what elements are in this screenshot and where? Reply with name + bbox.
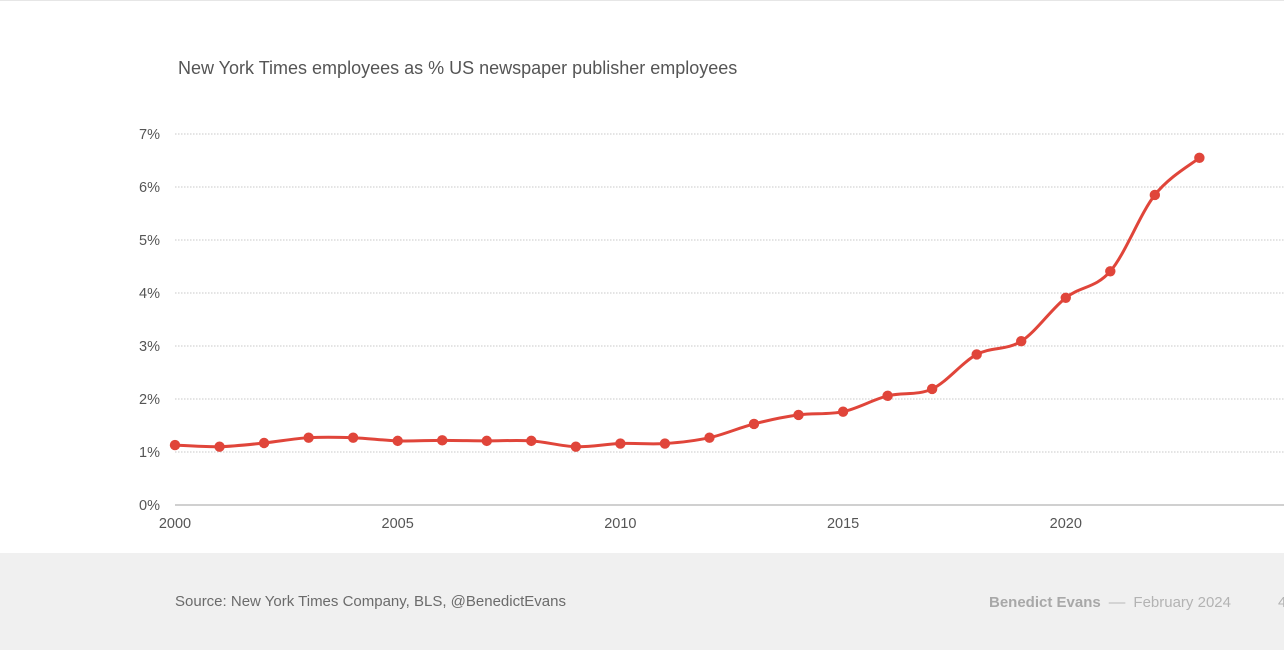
data-point-2022 [1149, 189, 1161, 201]
y-tick-label-7: 7% [139, 127, 160, 143]
x-tick-labels: 2000 2005 2010 2015 2020 [159, 516, 1082, 532]
data-point-2009 [570, 441, 582, 452]
data-point-2014 [793, 409, 804, 421]
y-tick-label-2: 2% [139, 392, 160, 408]
data-point-2013 [748, 418, 760, 430]
series-line-0 [173, 156, 1201, 449]
y-tick-labels: 0% 1% 2% 3% 4% 5% 6% 7% [139, 127, 160, 514]
x-tick-label-2000: 2000 [159, 516, 191, 532]
data-point-2020 [1060, 292, 1071, 303]
x-tick-label-2005: 2005 [382, 516, 414, 532]
data-point-2010 [615, 438, 626, 449]
data-point-2018 [971, 349, 982, 360]
series [169, 152, 1205, 452]
byline: Benedict Evans –– February 2024 [989, 594, 1231, 611]
y-tick-label-6: 6% [139, 180, 160, 196]
line-chart: 0% 1% 2% 3% 4% 5% 6% 7% 2000 2005 2010 2015 2020 [139, 127, 1284, 532]
data-point-2003 [303, 432, 314, 443]
page-number: 4 [1278, 594, 1284, 611]
data-point-2015 [837, 406, 849, 417]
data-point-2017 [926, 383, 938, 395]
data-point-2012 [704, 432, 715, 443]
source-note: Source: New York Times Company, BLS, @Be… [175, 593, 566, 610]
y-tick-label-4: 4% [139, 286, 160, 302]
footer: Source: New York Times Company, BLS, @Be… [0, 553, 1284, 650]
data-point-2000 [169, 439, 181, 451]
data-point-2001 [214, 441, 225, 452]
data-point-2006 [437, 435, 448, 446]
data-point-2004 [347, 432, 359, 443]
y-tick-label-5: 5% [139, 233, 160, 249]
data-point-2016 [882, 390, 893, 402]
data-point-2023 [1194, 152, 1205, 164]
chart-title: New York Times employees as % US newspap… [178, 58, 738, 78]
x-tick-label-2010: 2010 [604, 516, 636, 532]
data-point-2011 [659, 438, 671, 449]
y-tick-label-0: 0% [139, 498, 160, 514]
data-point-2007 [481, 435, 492, 447]
author-name: Benedict Evans [989, 594, 1101, 611]
y-tick-label-1: 1% [139, 445, 160, 461]
data-point-2008 [526, 435, 537, 447]
x-tick-label-2015: 2015 [827, 516, 859, 532]
y-tick-label-3: 3% [139, 339, 160, 355]
top-rule [0, 0, 1284, 1]
gridlines [175, 133, 1284, 453]
publish-date: February 2024 [1133, 594, 1231, 611]
data-point-2002 [258, 437, 270, 449]
byline-separator: –– [1108, 594, 1126, 611]
data-point-2019 [1016, 336, 1027, 347]
data-point-2005 [392, 435, 403, 447]
data-point-2021 [1105, 266, 1116, 277]
x-tick-label-2020: 2020 [1050, 516, 1082, 532]
